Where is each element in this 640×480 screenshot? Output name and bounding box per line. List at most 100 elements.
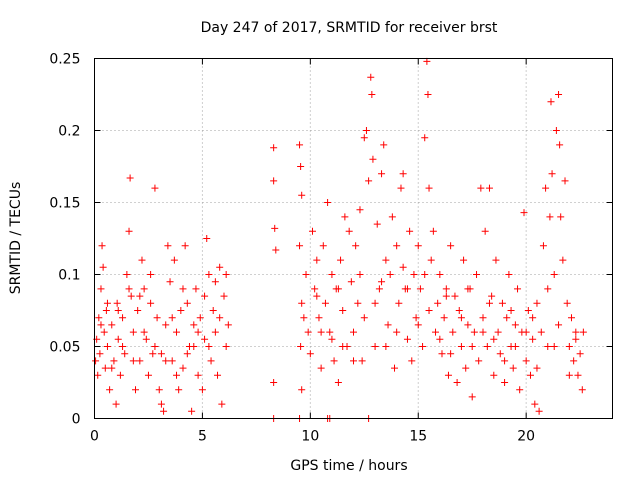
data-point [485,184,493,192]
data-point [270,144,278,152]
data-point [298,386,306,394]
data-point [442,285,450,293]
data-point [201,335,209,343]
data-point [546,213,554,221]
data-point [339,343,347,350]
data-point [542,184,550,192]
y-tick-labels: 0 0.05 0.1 0.15 0.2 0.25 [49,52,80,428]
data-point [97,285,105,293]
data-point [464,321,472,329]
data-point [464,285,472,293]
data-point [436,335,444,343]
data-point [194,328,202,336]
data-point [119,314,127,322]
data-point [198,386,206,394]
data-point [408,357,416,365]
data-point [125,227,133,235]
data-point [157,350,165,358]
data-point [103,343,111,350]
data-point [522,328,530,336]
y-tick-label: 0.15 [49,196,80,212]
data-point [565,343,573,350]
grid-lines [94,58,613,419]
data-point [574,371,582,379]
data-point [544,285,552,293]
data-point [442,292,450,300]
data-point [175,386,183,394]
data-point [196,314,204,322]
data-point [168,357,176,365]
data-point [183,350,191,358]
data-point [222,343,230,350]
x-tick-label: 5 [198,429,207,445]
data-point [220,292,228,300]
data-point [222,271,230,278]
data-point [386,271,394,278]
data-point [462,364,470,372]
data-point [531,400,539,408]
data-point [108,364,116,372]
data-point [378,278,386,286]
data-point [132,386,140,394]
data-point [112,400,120,408]
x-tick-labels: 0 5 10 15 20 [90,429,535,445]
data-point [547,98,555,106]
data-point [514,285,522,293]
data-point [162,321,170,329]
data-point [563,299,571,307]
y-tick-label: 0.05 [49,340,80,356]
data-point [481,227,489,235]
data-point [548,170,556,178]
data-point [507,307,515,314]
data-point [151,184,159,192]
data-point [556,141,564,149]
data-point [211,278,219,286]
data-point [164,242,172,250]
data-point [529,314,537,322]
data-point [378,170,386,178]
data-point [388,213,396,221]
data-point [108,321,116,329]
data-point [511,321,519,329]
data-point [516,386,524,394]
data-point [140,285,148,293]
data-point [397,184,405,192]
data-point [218,400,226,408]
data-point [297,163,305,170]
data-point [535,407,543,415]
data-point [479,314,487,322]
data-point [555,91,563,98]
data-point [455,307,463,314]
data-point [190,343,198,350]
data-point [192,285,200,293]
data-point [470,328,478,336]
data-point [436,271,444,278]
data-point [209,307,217,314]
data-point [432,328,440,336]
data-point [555,321,563,329]
data-point [369,155,377,163]
data-point [153,314,161,322]
data-point [113,299,121,307]
data-point [447,350,455,358]
data-point [451,292,459,300]
data-point [479,328,487,336]
data-point [483,343,491,350]
data-point [492,256,500,264]
data-point [410,271,418,278]
data-point [149,350,157,358]
data-point [391,364,399,372]
data-point [440,314,448,322]
axis-ticks [94,58,613,419]
data-point [203,235,211,242]
data-point [382,256,390,264]
data-point [129,328,137,336]
data-point [475,357,483,365]
data-point [181,242,189,250]
data-point [97,321,105,329]
data-point [207,357,215,365]
data-point [205,343,213,350]
data-point [136,292,144,300]
data-point [350,357,357,365]
